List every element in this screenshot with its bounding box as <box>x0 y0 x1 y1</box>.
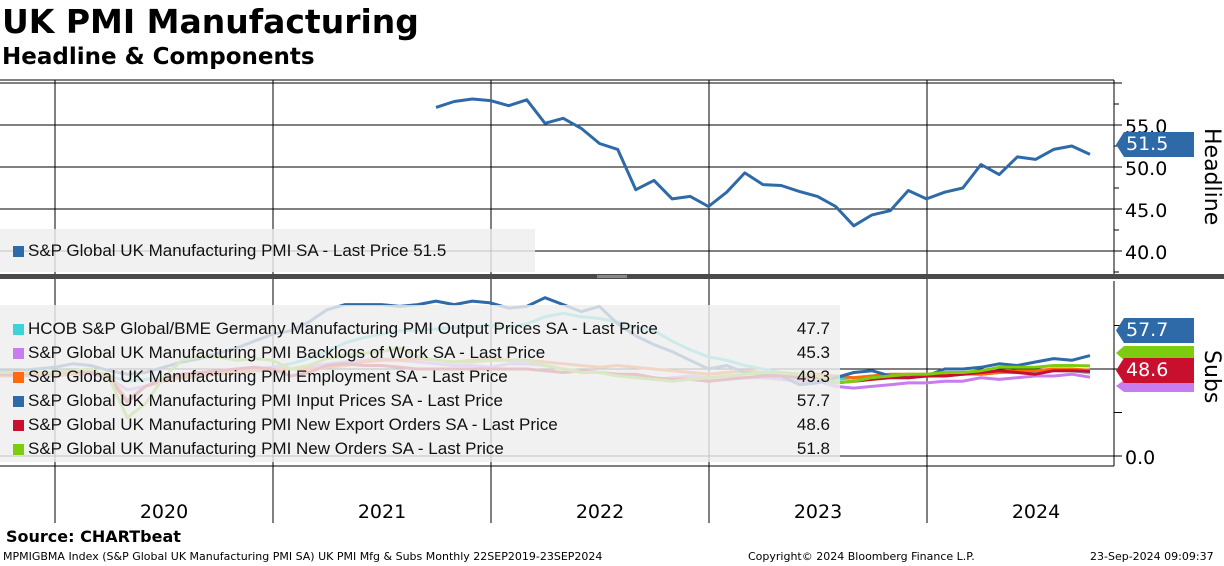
backlogs-last-value-tag <box>1116 380 1194 392</box>
legend-item: HCOB S&P Global/BME Germany Manufacturin… <box>0 317 840 341</box>
timestamp: 23-Sep-2024 09:09:37 <box>1090 550 1214 563</box>
source-note: Source: CHARTbeat <box>6 527 181 546</box>
headline-series-line <box>435 97 1091 228</box>
legend-last-value: 47.7 <box>796 319 830 338</box>
subs-tick-label: 0.0 <box>1125 447 1155 469</box>
x-tick-label: 2023 <box>794 501 842 523</box>
copyright: Copyright© 2024 Bloomberg Finance L.P. <box>748 550 975 563</box>
legend-item: S&P Global UK Manufacturing PMI New Orde… <box>0 437 840 461</box>
headline-last-value-tag: 51.5 <box>1116 132 1194 157</box>
headline-tick-label: 50.0 <box>1125 158 1167 180</box>
legend-last-value: 57.7 <box>796 391 830 410</box>
headline-tick-label: 45.0 <box>1125 200 1167 222</box>
legend-item: S&P Global UK Manufacturing PMI New Expo… <box>0 413 840 437</box>
index-description: MPMIGBMA Index (S&P Global UK Manufactur… <box>3 550 603 563</box>
headline-legend: S&P Global UK Manufacturing PMI SA - Las… <box>0 229 535 272</box>
x-tick-label: 2020 <box>140 501 188 523</box>
legend-label: S&P Global UK Manufacturing PMI Backlogs… <box>28 343 546 362</box>
legend-item: S&P Global UK Manufacturing PMI Employme… <box>0 365 840 389</box>
subs-legend: HCOB S&P Global/BME Germany Manufacturin… <box>0 305 840 462</box>
legend-label: S&P Global UK Manufacturing PMI SA - Las… <box>28 241 447 260</box>
chart-subtitle: Headline & Components <box>2 44 315 70</box>
legend-label: S&P Global UK Manufacturing PMI Employme… <box>28 367 508 386</box>
legend-last-value: 49.3 <box>796 367 830 386</box>
legend-swatch <box>13 372 24 383</box>
legend-label: HCOB S&P Global/BME Germany Manufacturin… <box>28 319 658 338</box>
legend-item: S&P Global UK Manufacturing PMI Backlogs… <box>0 341 840 365</box>
headline-tick-label: 40.0 <box>1125 242 1167 264</box>
legend-swatch <box>13 348 24 359</box>
legend-label: S&P Global UK Manufacturing PMI New Expo… <box>28 415 558 434</box>
input-prices-last-value-tag: 57.7 <box>1116 318 1194 343</box>
legend-swatch <box>13 396 24 407</box>
legend-swatch <box>13 420 24 431</box>
subs-axis-label: Subs <box>1199 350 1224 404</box>
legend-item: S&P Global UK Manufacturing PMI SA - Las… <box>0 239 535 263</box>
headline-axis-label: Headline <box>1199 128 1224 226</box>
panel-resize-handle <box>597 275 627 278</box>
legend-swatch <box>13 444 24 455</box>
legend-label: S&P Global UK Manufacturing PMI Input Pr… <box>28 391 503 410</box>
legend-last-value: 51.8 <box>796 439 830 458</box>
legend-label: S&P Global UK Manufacturing PMI New Orde… <box>28 439 504 458</box>
legend-swatch <box>13 324 24 335</box>
legend-item: S&P Global UK Manufacturing PMI Input Pr… <box>0 389 840 413</box>
x-tick-label: 2021 <box>358 501 406 523</box>
x-tick-label: 2024 <box>1012 501 1060 523</box>
legend-swatch <box>13 246 24 257</box>
new-orders-last-value-tag <box>1116 346 1194 360</box>
x-tick-label: 2022 <box>576 501 624 523</box>
legend-last-value: 45.3 <box>796 343 830 362</box>
legend-last-value: 48.6 <box>796 415 830 434</box>
chart-title: UK PMI Manufacturing <box>2 2 419 41</box>
export-orders-last-value-tag: 48.6 <box>1116 358 1194 383</box>
